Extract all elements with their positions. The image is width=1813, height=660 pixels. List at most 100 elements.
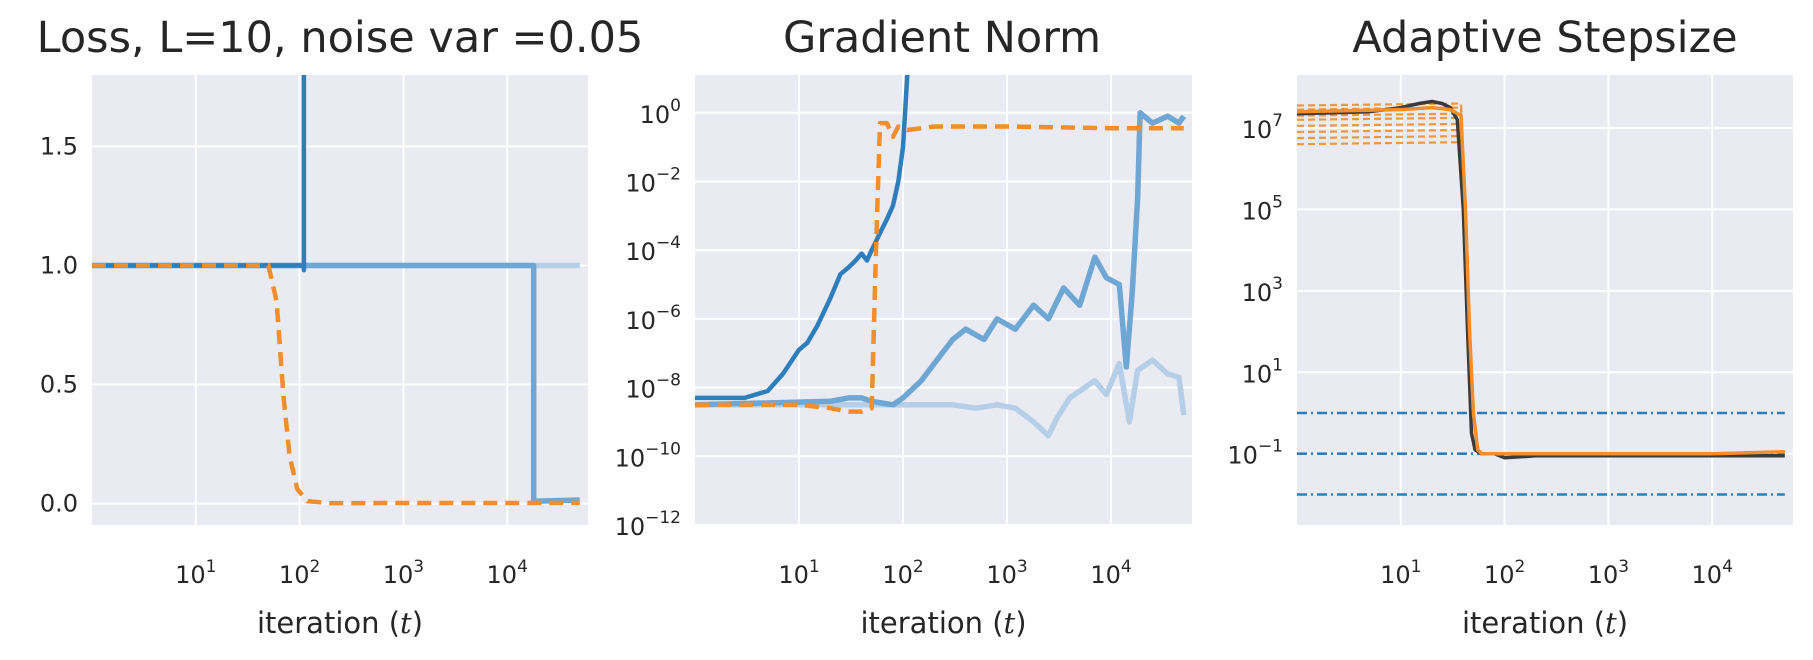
tick-base: 10 [625,307,656,335]
series-line-mid [92,262,580,504]
chart-title: Loss, L=10, noise var =0.05 [37,13,644,63]
tick-base: 10 [1692,561,1723,589]
y-tick-label: 1.5 [40,132,78,160]
plot-area [695,75,1192,525]
tick-exponent: 1 [809,557,820,577]
tick-exponent: 4 [1722,557,1733,577]
x-axis-label: iteration (t) [860,606,1026,640]
tick-base: 10 [1227,442,1258,470]
series-line-dark-solid [1297,99,1785,460]
series-line-orange-solid [1297,105,1785,456]
tick-exponent: 2 [913,557,924,577]
tick-base: 10 [615,444,646,472]
tick-exponent: 1 [1411,557,1422,577]
series-line-orange-dashed [92,263,580,506]
y-tick-label: 0.5 [40,371,78,399]
y-tick-label: 10−6 [625,302,681,335]
x-tick-label: 102 [1484,557,1525,589]
tick-exponent: −1 [1258,437,1283,457]
y-tick-label: 100 [640,96,681,129]
tick-base: 10 [1242,279,1273,307]
plot-marks [1297,99,1785,496]
tick-base: 10 [279,561,310,589]
tick-exponent: 0 [670,96,681,116]
x-tick-label: 104 [487,557,528,589]
x-axis-label: iteration (t) [257,606,423,640]
x-axis-label-var: t [1605,606,1617,640]
tick-exponent: 7 [1272,111,1283,131]
tick-exponent: 3 [1017,557,1028,577]
tick-base: 10 [1484,561,1515,589]
x-axis-label-text: iteration ( [257,606,400,640]
x-tick-label: 101 [175,557,216,589]
y-tick-label: 10−8 [625,371,681,404]
tick-base: 10 [882,561,913,589]
tick-exponent: 1 [1272,355,1283,375]
tick-base: 10 [487,561,518,589]
x-axis-label-text: iteration ( [860,606,1003,640]
tick-exponent: −2 [656,164,681,184]
tick-exponent: 1 [206,557,217,577]
y-tick-label: 105 [1242,192,1283,225]
tick-exponent: 3 [413,557,424,577]
series-line-light [695,357,1187,439]
x-tick-label: 102 [279,557,320,589]
plot-marks [92,75,580,506]
chart-title: Gradient Norm [783,13,1101,63]
chart-title: Adaptive Stepsize [1352,13,1737,63]
tick-base: 10 [383,561,414,589]
y-tick-label: 10−10 [615,439,681,472]
series-line-dark [92,75,307,273]
tick-exponent: 4 [517,557,528,577]
tick-base: 10 [175,561,206,589]
y-tick-label: 1.0 [40,251,78,279]
x-axis-label-text: ) [412,606,423,640]
tick-base: 10 [1380,561,1411,589]
tick-base: 10 [615,513,646,541]
series-line-dark [695,75,910,401]
x-tick-label: 104 [1692,557,1733,589]
x-tick-label: 103 [986,557,1027,589]
tick-base: 10 [625,238,656,266]
tick-base: 10 [1242,197,1273,225]
tick-base: 10 [1588,561,1619,589]
x-tick-label: 103 [1588,557,1629,589]
tick-exponent: 5 [1272,192,1283,212]
x-axis-label-var: t [400,606,412,640]
tick-base: 10 [1242,360,1273,388]
tick-exponent: 3 [1618,557,1629,577]
x-tick-label: 101 [1380,557,1421,589]
series-line-orange-dashed [695,120,1184,414]
y-tick-label: 10−1 [1227,437,1283,470]
tick-base: 10 [625,169,656,197]
x-axis-label: iteration (t) [1462,606,1628,640]
x-tick-label: 101 [778,557,819,589]
y-tick-label: 10−4 [625,233,681,266]
tick-base: 10 [778,561,809,589]
tick-exponent: 2 [1514,557,1525,577]
tick-exponent: −8 [656,371,681,391]
tick-base: 10 [1090,561,1121,589]
x-tick-label: 102 [882,557,923,589]
x-tick-label: 104 [1090,557,1131,589]
y-tick-label: 103 [1242,274,1283,307]
tick-base: 10 [625,376,656,404]
plot-marks [695,75,1187,439]
series-line-mid [695,110,1187,408]
x-axis-label-text: ) [1617,606,1628,640]
tick-exponent: −12 [645,508,681,528]
x-axis-label-text: iteration ( [1462,606,1605,640]
tick-exponent: −6 [656,302,681,322]
x-axis-label-var: t [1004,606,1016,640]
tick-exponent: 2 [309,557,320,577]
y-tick-label: 101 [1242,355,1283,388]
x-tick-label: 103 [383,557,424,589]
plot-area [92,75,588,525]
tick-exponent: −4 [656,233,681,253]
y-tick-label: 107 [1242,111,1283,144]
plot-area [1297,75,1793,525]
